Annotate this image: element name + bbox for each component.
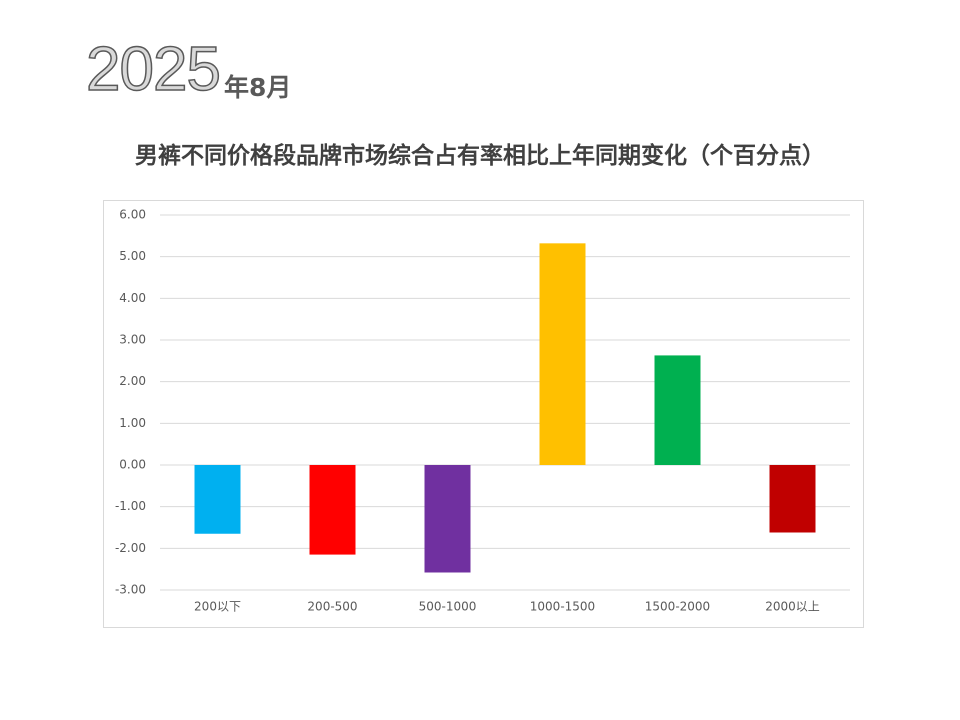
x-tick-label: 2000以上 <box>765 600 820 614</box>
chart-title: 男裤不同价格段品牌市场综合占有率相比上年同期变化（个百分点） <box>135 143 825 169</box>
y-tick-label: 0.00 <box>119 458 146 472</box>
bar <box>424 465 471 573</box>
y-tick-label: 3.00 <box>119 333 146 347</box>
y-tick-label: 6.00 <box>119 208 146 222</box>
bar <box>194 465 241 534</box>
bar <box>769 465 816 533</box>
y-tick-label: 2.00 <box>119 374 146 388</box>
x-tick-label: 1000-1500 <box>530 600 595 614</box>
x-tick-label: 200-500 <box>307 600 357 614</box>
y-tick-label: 5.00 <box>119 249 146 263</box>
bar <box>539 243 586 465</box>
bar <box>309 465 356 555</box>
chart-frame <box>103 200 864 628</box>
year-heading: 2025 <box>85 34 221 105</box>
x-tick-label: 200以下 <box>194 600 241 614</box>
month-heading: 年8月 <box>224 73 292 102</box>
y-tick-label: 4.00 <box>119 291 146 305</box>
y-tick-label: -1.00 <box>115 499 146 513</box>
bar <box>654 355 701 465</box>
x-tick-label: 1500-2000 <box>645 600 710 614</box>
y-tick-label: -3.00 <box>115 583 146 597</box>
y-tick-label: -2.00 <box>115 541 146 555</box>
y-tick-label: 1.00 <box>119 416 146 430</box>
x-tick-label: 500-1000 <box>419 600 477 614</box>
